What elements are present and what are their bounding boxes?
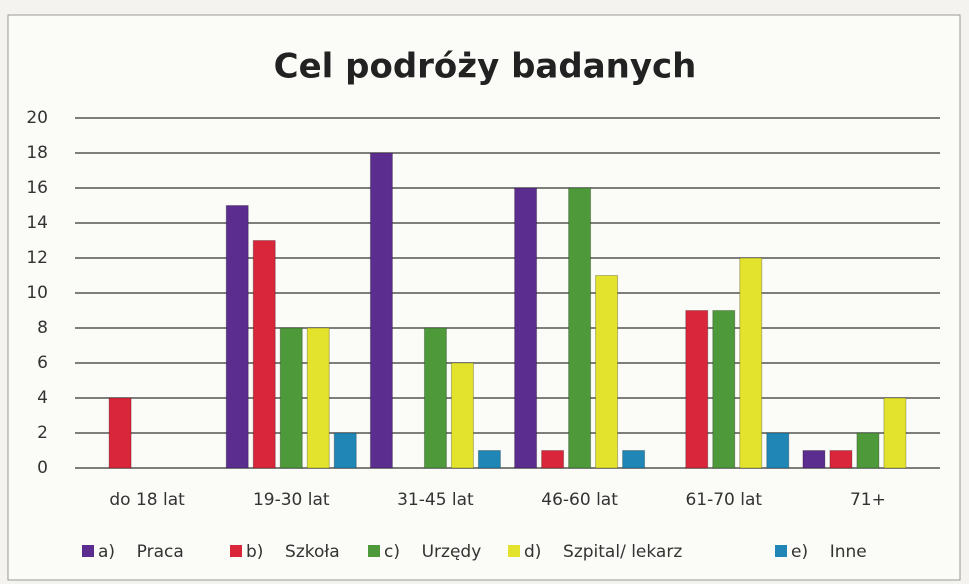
- bar: [252, 240, 276, 469]
- bar: [225, 205, 249, 469]
- y-tick-label: 0: [37, 458, 48, 478]
- bar: [477, 450, 501, 469]
- bar: [622, 450, 646, 469]
- bar: [108, 397, 132, 469]
- bar: [514, 187, 538, 469]
- legend-swatch: [368, 545, 380, 557]
- y-tick-label: 6: [37, 353, 48, 373]
- legend-label: c) Urzędy: [384, 542, 481, 562]
- bar: [450, 362, 474, 469]
- bar: [541, 450, 565, 469]
- legend-label: b) Szkoła: [246, 542, 340, 562]
- bar: [279, 327, 303, 469]
- x-tick-label: do 18 lat: [109, 490, 185, 510]
- bar: [568, 187, 592, 469]
- y-tick-label: 18: [26, 143, 48, 163]
- bar: [712, 310, 736, 469]
- bar: [369, 152, 393, 469]
- bar: [766, 432, 790, 469]
- legend-swatch: [82, 545, 94, 557]
- chart-frame: [7, 14, 961, 581]
- bar: [333, 432, 357, 469]
- bar: [856, 432, 880, 469]
- chart-title: Cel podróży badanych: [274, 47, 697, 87]
- legend-label: d) Szpital/ lekarz: [524, 542, 682, 562]
- y-tick-label: 12: [26, 248, 48, 268]
- bar: [883, 397, 907, 469]
- bar: [802, 450, 826, 469]
- x-tick-label: 61-70 lat: [685, 490, 762, 510]
- legend-swatch: [230, 545, 242, 557]
- bar: [423, 327, 447, 469]
- y-tick-label: 16: [26, 178, 48, 198]
- y-tick-label: 8: [37, 318, 48, 338]
- bar: [739, 257, 763, 469]
- x-tick-label: 46-60 lat: [541, 490, 618, 510]
- x-tick-label: 71+: [850, 490, 886, 510]
- y-tick-label: 10: [26, 283, 48, 303]
- bar: [685, 310, 709, 469]
- y-tick-label: 20: [26, 108, 48, 128]
- y-tick-label: 4: [37, 388, 48, 408]
- legend-label: a) Praca: [98, 542, 184, 562]
- bar: [595, 275, 619, 469]
- legend-label: e) Inne: [791, 542, 867, 562]
- legend-swatch: [508, 545, 520, 557]
- x-tick-label: 19-30 lat: [253, 490, 330, 510]
- bar: [306, 327, 330, 469]
- legend-swatch: [775, 545, 787, 557]
- y-tick-label: 14: [26, 213, 48, 233]
- bar: [829, 450, 853, 469]
- x-tick-label: 31-45 lat: [397, 490, 474, 510]
- y-tick-label: 2: [37, 423, 48, 443]
